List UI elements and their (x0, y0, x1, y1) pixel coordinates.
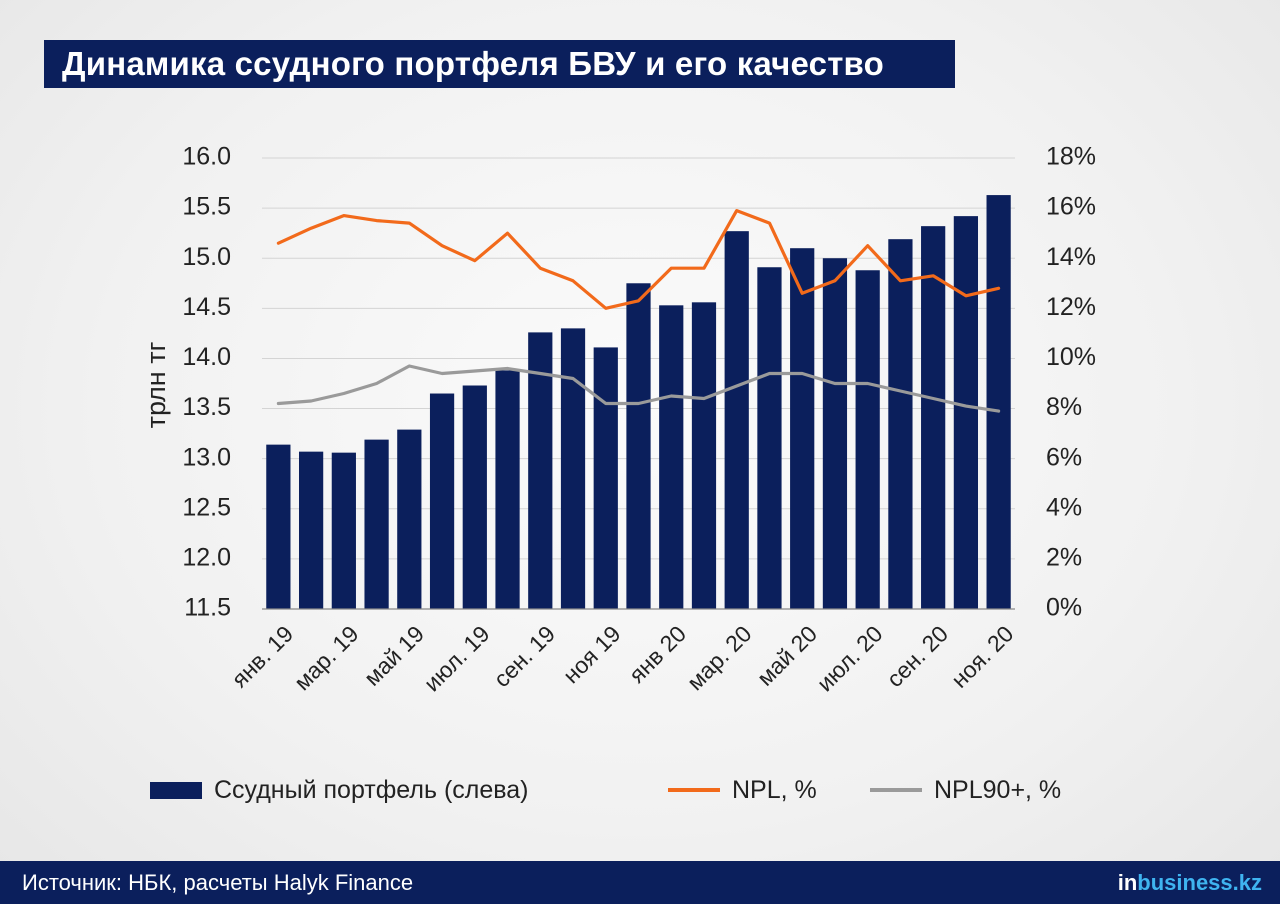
legend-label-npl: NPL, % (732, 775, 817, 804)
chart-title: Динамика ссудного портфеля БВУ и его кач… (44, 40, 955, 88)
chart-legend: Ссудный портфель (слева) NPL, % NPL90+, … (0, 770, 1280, 810)
loan-bar (626, 283, 651, 609)
loan-bar (364, 439, 389, 609)
loan-bar (986, 195, 1011, 610)
loan-bar (429, 393, 455, 609)
loan-bar (397, 429, 422, 609)
loan-bar (757, 267, 782, 609)
loan-bar (953, 216, 979, 609)
loan-bar (921, 226, 946, 609)
x-tick-label: янв 20 (624, 620, 691, 687)
loan-bar (790, 248, 815, 609)
x-tick-label: мар. 20 (682, 620, 757, 695)
y2-tick-label: 6% (1046, 443, 1082, 471)
x-tick-label: мар. 19 (289, 620, 364, 695)
chart-area: 11.5 12.0 12.5 13.0 13.5 14.0 14.5 15.0 15.5 16.0… (141, 143, 1096, 697)
y-axis-label: трлн тг (141, 341, 171, 428)
bar-series (266, 195, 1011, 610)
x-tick-label: ноя 19 (558, 620, 626, 688)
legend-label-npl90: NPL90+, % (934, 775, 1062, 804)
line-series (276, 209, 1001, 413)
y2-tick-label: 8% (1046, 393, 1082, 421)
legend-swatch-npl90 (870, 788, 922, 792)
loan-bar (822, 258, 848, 609)
legend-label-loans: Ссудный портфель (слева) (214, 775, 529, 804)
x-tick-label: июл. 19 (419, 620, 495, 696)
logo-rest: business.kz (1137, 869, 1262, 895)
y2-tick-label: 12% (1046, 293, 1096, 321)
x-tick-label: сен. 20 (881, 620, 953, 692)
x-tick-label: июл. 20 (812, 620, 888, 696)
y-tick-label: 14.0 (182, 343, 231, 371)
y2-tick-label: 0% (1046, 594, 1082, 622)
y2-tick-label: 18% (1046, 143, 1096, 171)
y-tick-label: 13.0 (182, 443, 231, 471)
footer-bar: Источник: НБК, расчеты Halyk Finance inb… (0, 861, 1280, 904)
loan-bar (593, 347, 618, 609)
loan-bar (659, 305, 684, 609)
npl90-line (276, 364, 1001, 413)
legend-item-npl90: NPL90+, % (870, 770, 1061, 810)
loan-bar (888, 239, 913, 609)
loan-bar (855, 270, 880, 609)
source-note: Источник: НБК, расчеты Halyk Finance (22, 869, 414, 895)
y2-tick-label: 4% (1046, 493, 1082, 521)
y-tick-label: 15.0 (182, 243, 231, 271)
legend-swatch-bar (150, 781, 202, 799)
y2-tick-label: 2% (1046, 543, 1082, 571)
loan-bar (331, 452, 356, 609)
y-tick-label: 16.0 (182, 143, 231, 171)
x-tick-label: янв. 19 (226, 620, 298, 692)
y-tick-label: 14.5 (182, 293, 231, 321)
y-tick-label: 11.5 (184, 594, 231, 622)
legend-item-npl: NPL, % (668, 770, 817, 810)
x-tick-label: май 19 (359, 620, 429, 690)
loan-bar (528, 332, 553, 609)
legend-swatch-npl (668, 788, 720, 792)
npl-line (276, 209, 1001, 310)
y-tick-label: 15.5 (182, 193, 231, 221)
x-tick-label: сен. 19 (488, 620, 560, 692)
y-tick-label: 13.5 (182, 393, 231, 421)
y2-tick-label: 10% (1046, 343, 1096, 371)
loan-bar (495, 370, 520, 609)
y-tick-label: 12.0 (182, 543, 231, 571)
x-tick-label: май 20 (752, 620, 822, 690)
y2-tick-label: 16% (1046, 193, 1096, 221)
loan-bar (724, 231, 749, 609)
site-logo[interactable]: inbusiness.kz (1118, 870, 1262, 896)
legend-item-loans: Ссудный портфель (слева) (150, 770, 529, 810)
x-tick-label: ноя. 20 (946, 620, 1018, 692)
y-tick-label: 12.5 (182, 493, 231, 521)
y2-tick-label: 14% (1046, 243, 1096, 271)
loan-bar (462, 385, 487, 609)
loan-bar (560, 328, 586, 609)
loan-bar (298, 451, 324, 609)
loan-bar (266, 444, 291, 609)
logo-prefix: in (1117, 869, 1138, 895)
loan-bar (691, 302, 717, 609)
